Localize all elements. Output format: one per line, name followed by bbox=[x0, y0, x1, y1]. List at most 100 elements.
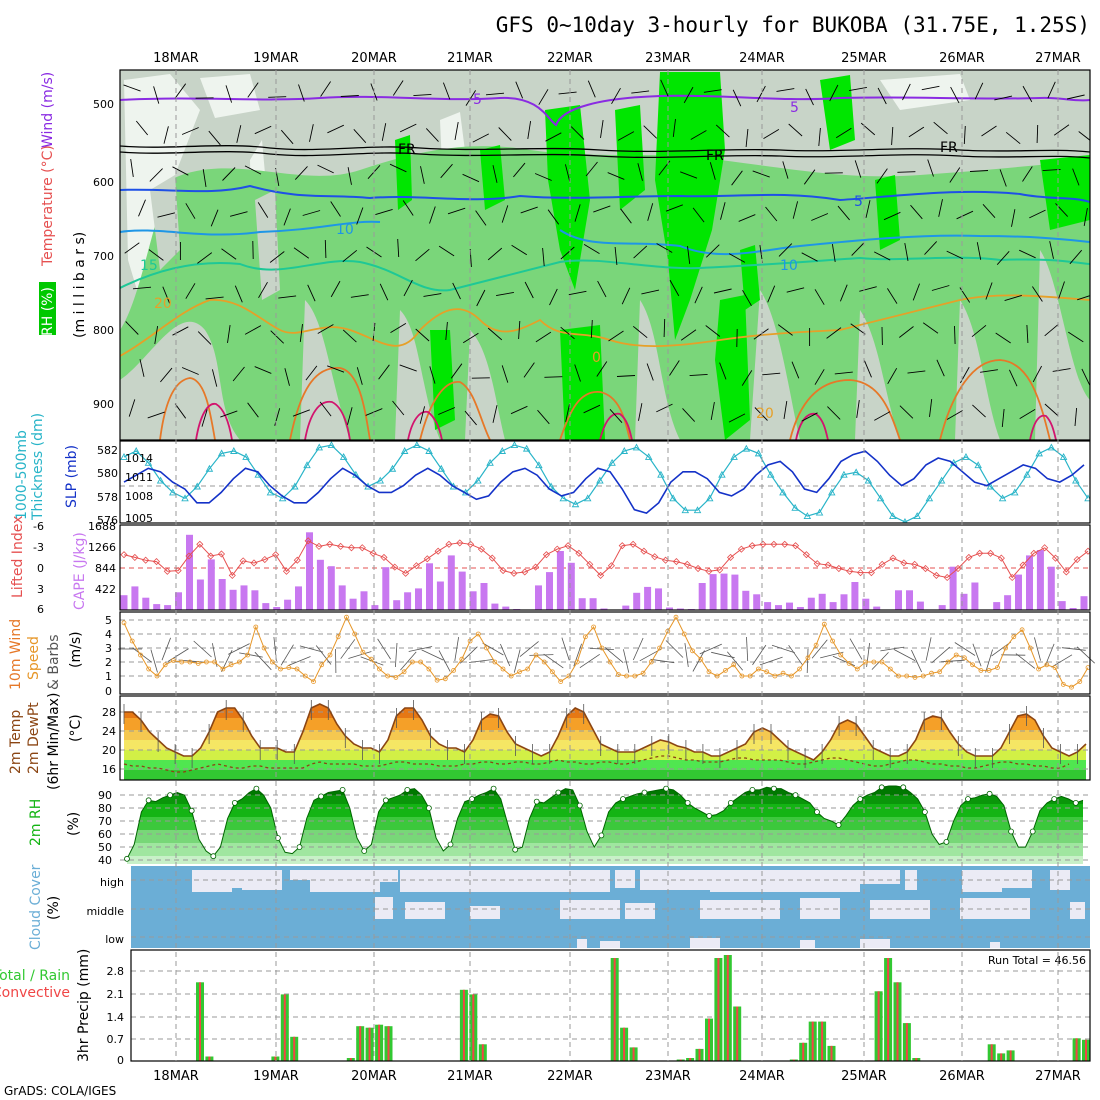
upper-wind-barb bbox=[299, 324, 303, 342]
date-label-bottom: 20MAR bbox=[351, 1069, 397, 1084]
upper-wind-barb bbox=[834, 371, 853, 375]
upper-wind-barb bbox=[814, 369, 825, 385]
date-label-top: 24MAR bbox=[739, 51, 785, 66]
upper-wind-barb bbox=[324, 239, 327, 259]
temp-tick: 24 bbox=[102, 725, 116, 738]
upper-wind-barb bbox=[185, 203, 196, 219]
slp-tick: 1011 bbox=[125, 471, 153, 484]
upper-wind-barb bbox=[420, 166, 425, 184]
cape-bar bbox=[709, 574, 717, 610]
rh-point bbox=[124, 855, 130, 862]
thickness-point bbox=[413, 441, 421, 449]
li-point bbox=[889, 554, 897, 562]
cape-bar bbox=[175, 592, 182, 610]
upper-wind-barb bbox=[994, 95, 1013, 101]
cape-bar bbox=[502, 606, 510, 610]
upper-wind-barb bbox=[593, 205, 611, 213]
upper-wind-barb bbox=[709, 162, 716, 180]
wind10-point bbox=[583, 634, 588, 640]
cape-bar bbox=[786, 602, 793, 610]
li-point bbox=[120, 551, 128, 559]
li-point bbox=[770, 540, 778, 548]
li-point bbox=[499, 567, 507, 575]
li-point bbox=[304, 537, 312, 545]
wind10-point bbox=[756, 666, 761, 672]
precip-label: 3hr Precip (mm) bbox=[76, 949, 92, 1062]
thickness-point bbox=[400, 447, 409, 454]
upper-wind-barb bbox=[792, 201, 799, 219]
wind10-barb bbox=[519, 641, 539, 657]
wind10-point bbox=[162, 662, 168, 668]
wind10-point bbox=[344, 614, 349, 620]
wind10-barb bbox=[692, 650, 705, 672]
wind10-point bbox=[418, 659, 424, 665]
thickness-point bbox=[266, 488, 275, 496]
upper-wind-barb bbox=[705, 325, 721, 337]
rh-point bbox=[943, 839, 950, 845]
li-point bbox=[586, 560, 594, 568]
li-point bbox=[651, 553, 659, 561]
upper-wind-barb bbox=[565, 404, 570, 422]
wind10-barb bbox=[315, 645, 332, 665]
isotherm-lines bbox=[120, 94, 1090, 440]
wind10-point bbox=[311, 679, 316, 684]
wind10-point bbox=[154, 673, 160, 679]
upper-wind-barb bbox=[663, 318, 666, 338]
wind10-tick: 2 bbox=[105, 656, 112, 669]
upper-wind-barb bbox=[1072, 168, 1080, 186]
upper-wind-barb bbox=[527, 121, 532, 139]
thickness-point bbox=[1011, 488, 1019, 496]
pressure-tick: 500 bbox=[93, 98, 114, 111]
slp-label: SLP (mb) bbox=[64, 445, 80, 508]
precip-convective-bar bbox=[1085, 1039, 1087, 1061]
upper-wind-barb bbox=[899, 326, 914, 338]
upper-wind-barb bbox=[476, 289, 486, 307]
upper-wind-barb bbox=[756, 85, 766, 103]
precip-convective-bar bbox=[1000, 1053, 1003, 1061]
rh-tick: 90 bbox=[98, 789, 112, 802]
cape-tick: 422 bbox=[95, 583, 116, 596]
upper-wind-barb bbox=[342, 329, 357, 343]
wind10-barb bbox=[911, 649, 922, 673]
li-point bbox=[196, 540, 204, 548]
isotherm-15 bbox=[120, 256, 1090, 292]
thickness-point bbox=[913, 512, 921, 520]
date-label-bottom: 22MAR bbox=[547, 1069, 593, 1084]
upper-wind-barb bbox=[454, 122, 459, 140]
wind10-point bbox=[228, 662, 234, 668]
wind10-panel: 5 4 3 2 1 0 10m Wind Speed & Barbs (m/s) bbox=[8, 611, 1095, 698]
upper-wind-barb bbox=[608, 330, 624, 342]
upper-wind-barb bbox=[234, 285, 243, 303]
li-point bbox=[477, 545, 486, 553]
wind10-point bbox=[607, 659, 613, 665]
cape-bar bbox=[164, 605, 172, 610]
precip-convective-bar bbox=[887, 958, 890, 1061]
wind10-point bbox=[995, 665, 1000, 670]
li-point bbox=[705, 567, 713, 575]
cloud-label: (%) bbox=[46, 896, 62, 920]
upper-wind-barb bbox=[148, 249, 164, 261]
upper-wind-barb bbox=[415, 248, 430, 262]
upper-wind-barb bbox=[124, 242, 140, 254]
li-point bbox=[521, 568, 529, 576]
li-point bbox=[856, 569, 865, 577]
cape-bar bbox=[404, 592, 412, 610]
upper-wind-barb bbox=[753, 328, 769, 340]
thickness-point bbox=[303, 461, 311, 469]
li-point bbox=[683, 560, 691, 568]
wind10-point bbox=[739, 673, 745, 679]
isotherm-freezing bbox=[120, 145, 1090, 159]
li-point bbox=[597, 571, 605, 579]
wind10-point bbox=[286, 665, 292, 670]
rh-point bbox=[210, 853, 217, 860]
rh-tick: 40 bbox=[98, 854, 112, 867]
cape-bar bbox=[796, 607, 804, 610]
rh-point bbox=[188, 807, 195, 814]
upper-wind-barb bbox=[683, 86, 694, 104]
precip-convective-bar bbox=[368, 1027, 371, 1061]
upper-wind-barb bbox=[632, 325, 648, 339]
cape-bar bbox=[436, 581, 444, 610]
upper-wind-barb bbox=[731, 170, 743, 186]
upper-wind-barb bbox=[1044, 403, 1059, 417]
wind10-barb bbox=[1061, 647, 1086, 651]
